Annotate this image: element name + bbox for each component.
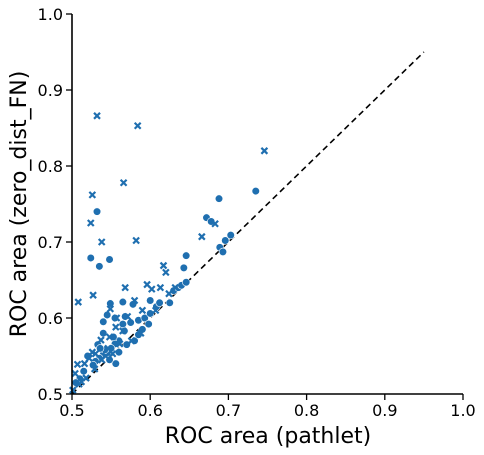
data-point-circle <box>96 344 105 353</box>
data-point-x <box>73 360 82 369</box>
data-point-x <box>132 236 140 245</box>
data-point-x <box>119 178 128 187</box>
x-tick-label: 0.5 <box>59 401 84 420</box>
data-point-circle <box>111 359 120 368</box>
x-tick-label: 0.9 <box>372 401 397 420</box>
data-point-x <box>211 219 219 228</box>
data-point-circle <box>138 325 147 334</box>
y-tick-label: 0.8 <box>38 157 63 176</box>
data-point-x <box>104 344 112 353</box>
data-point-circle <box>207 217 216 226</box>
y-tick-label: 0.7 <box>38 233 63 252</box>
data-point-circle <box>144 319 153 329</box>
data-point-x <box>260 147 269 155</box>
data-point-x <box>80 359 89 368</box>
data-point-x <box>90 365 99 373</box>
data-point-x <box>198 232 206 241</box>
data-point-x <box>127 337 136 345</box>
data-point-x <box>137 329 145 337</box>
y-tick-label: 0.5 <box>38 385 63 404</box>
data-point-x <box>171 283 180 292</box>
data-point-x <box>133 121 142 130</box>
x-tick-label: 0.7 <box>216 401 241 420</box>
data-point-x <box>112 314 121 322</box>
data-point-x <box>97 356 106 364</box>
data-point-circle <box>128 300 138 309</box>
data-point-x <box>138 306 147 315</box>
data-point-circle <box>182 251 191 260</box>
data-point-x <box>165 289 173 298</box>
data-point-x <box>123 312 132 321</box>
data-point-x <box>93 112 101 120</box>
data-point-circle <box>114 348 124 357</box>
data-point-x <box>88 348 97 356</box>
data-point-circle <box>218 247 228 256</box>
data-point-circle <box>120 326 129 336</box>
data-point-x <box>156 283 165 292</box>
data-point-circle <box>95 262 104 271</box>
y-tick-label: 1.0 <box>38 5 63 24</box>
y-tick-label: 0.6 <box>38 309 63 328</box>
data-point-x <box>147 285 156 293</box>
data-point-circle <box>182 278 191 287</box>
data-point-circle <box>110 313 120 323</box>
data-point-x <box>151 306 160 315</box>
data-point-circle <box>118 297 127 307</box>
data-point-circle <box>221 236 230 245</box>
data-point-circle <box>92 207 102 216</box>
data-point-circle <box>99 317 108 326</box>
data-point-circle <box>79 367 88 376</box>
data-point-x <box>97 238 106 246</box>
data-point-x <box>108 349 117 358</box>
data-point-circle <box>146 296 155 305</box>
data-point-circle <box>179 263 188 272</box>
data-point-circle <box>155 298 164 307</box>
x-tick-label: 1.0 <box>450 401 475 420</box>
data-point-x <box>130 296 139 305</box>
data-point-circle <box>105 255 114 264</box>
data-point-x <box>88 191 97 199</box>
data-point-circle <box>86 253 95 263</box>
data-point-circle <box>226 231 235 240</box>
data-point-x <box>71 369 79 378</box>
data-point-x <box>106 305 115 313</box>
data-point-circle <box>140 313 149 323</box>
data-point-x <box>112 323 120 331</box>
data-point-x <box>119 327 127 335</box>
data-point-x <box>162 268 170 277</box>
data-point-circle <box>214 194 224 203</box>
y-axis-label: ROC area (zero_dist_FN) <box>7 71 32 338</box>
data-point-x <box>105 333 114 341</box>
data-point-x <box>85 354 93 363</box>
data-point-x <box>115 340 124 348</box>
data-point-x <box>159 261 168 270</box>
data-point-circle <box>103 310 112 320</box>
x-tick-label: 0.8 <box>294 401 319 420</box>
x-axis-label: ROC area (pathlet) <box>165 424 371 449</box>
data-point-circle <box>126 318 135 327</box>
x-tick-label: 0.6 <box>137 401 162 420</box>
reference-line <box>71 51 425 395</box>
data-point-x <box>77 378 86 386</box>
data-point-circle <box>89 361 98 370</box>
data-point-x <box>86 219 95 227</box>
data-point-x <box>121 283 129 292</box>
data-point-x <box>89 291 97 299</box>
data-point-x <box>97 336 105 344</box>
y-tick-label: 0.9 <box>38 81 63 100</box>
data-point-circle <box>251 186 260 196</box>
data-point-circle <box>165 298 174 307</box>
data-point-x <box>74 298 83 306</box>
data-point-circle <box>118 319 127 329</box>
data-point-circle <box>99 329 108 338</box>
